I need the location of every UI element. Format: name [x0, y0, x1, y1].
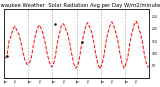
Title: Milwaukee Weather  Solar Radiation Avg per Day W/m2/minute: Milwaukee Weather Solar Radiation Avg pe…: [0, 3, 160, 8]
